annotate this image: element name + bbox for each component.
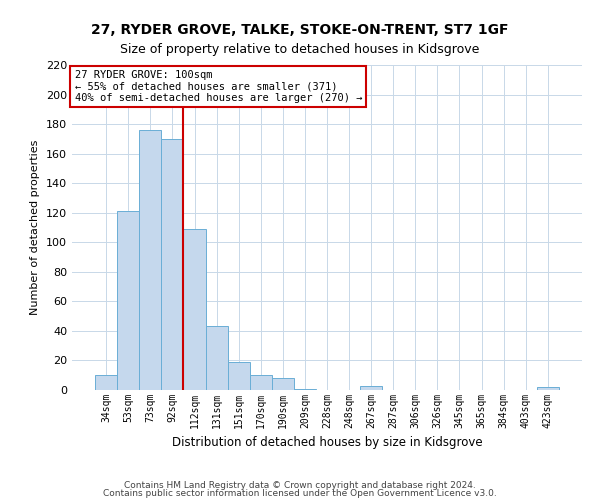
Bar: [250, 375, 272, 390]
Bar: [117, 211, 139, 390]
Bar: [294, 388, 316, 390]
Bar: [161, 139, 184, 390]
Text: Contains public sector information licensed under the Open Government Licence v3: Contains public sector information licen…: [103, 489, 497, 498]
Bar: [95, 375, 117, 390]
Bar: [272, 378, 294, 390]
Bar: [537, 387, 559, 390]
Bar: [139, 130, 161, 390]
Text: 27 RYDER GROVE: 100sqm
← 55% of detached houses are smaller (371)
40% of semi-de: 27 RYDER GROVE: 100sqm ← 55% of detached…: [74, 70, 362, 103]
X-axis label: Distribution of detached houses by size in Kidsgrove: Distribution of detached houses by size …: [172, 436, 482, 450]
Bar: [184, 229, 206, 390]
Bar: [227, 362, 250, 390]
Y-axis label: Number of detached properties: Number of detached properties: [31, 140, 40, 315]
Bar: [206, 326, 227, 390]
Bar: [360, 386, 382, 390]
Text: 27, RYDER GROVE, TALKE, STOKE-ON-TRENT, ST7 1GF: 27, RYDER GROVE, TALKE, STOKE-ON-TRENT, …: [91, 22, 509, 36]
Text: Size of property relative to detached houses in Kidsgrove: Size of property relative to detached ho…: [121, 42, 479, 56]
Text: Contains HM Land Registry data © Crown copyright and database right 2024.: Contains HM Land Registry data © Crown c…: [124, 480, 476, 490]
